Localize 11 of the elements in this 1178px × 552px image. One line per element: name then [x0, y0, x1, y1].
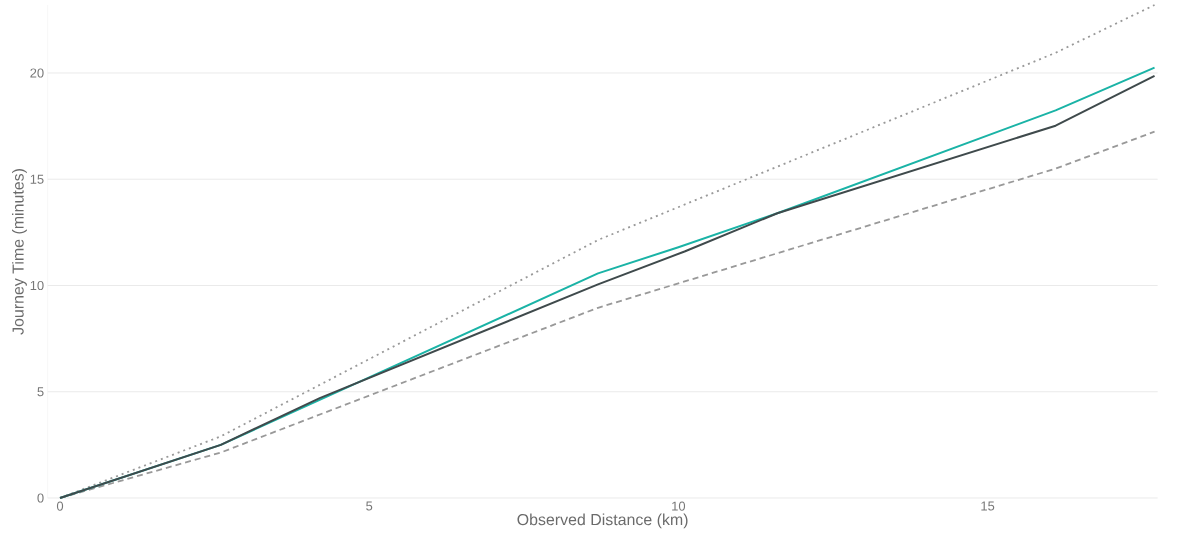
x-tick-label: 15	[981, 501, 995, 511]
y-tick-label: 20	[30, 68, 44, 78]
y-tick-label: 0	[37, 493, 44, 503]
x-tick-label: 0	[56, 501, 64, 511]
x-tick-label: 5	[366, 501, 373, 511]
x-tick-label: 10	[672, 501, 686, 511]
y-tick-label: 15	[30, 174, 44, 184]
y-tick-label: 5	[37, 387, 44, 397]
x-axis-title: Observed Distance (km)	[517, 513, 688, 529]
y-axis-title: Journey Time (minutes)	[12, 169, 27, 335]
y-tick-label: 10	[30, 280, 44, 291]
